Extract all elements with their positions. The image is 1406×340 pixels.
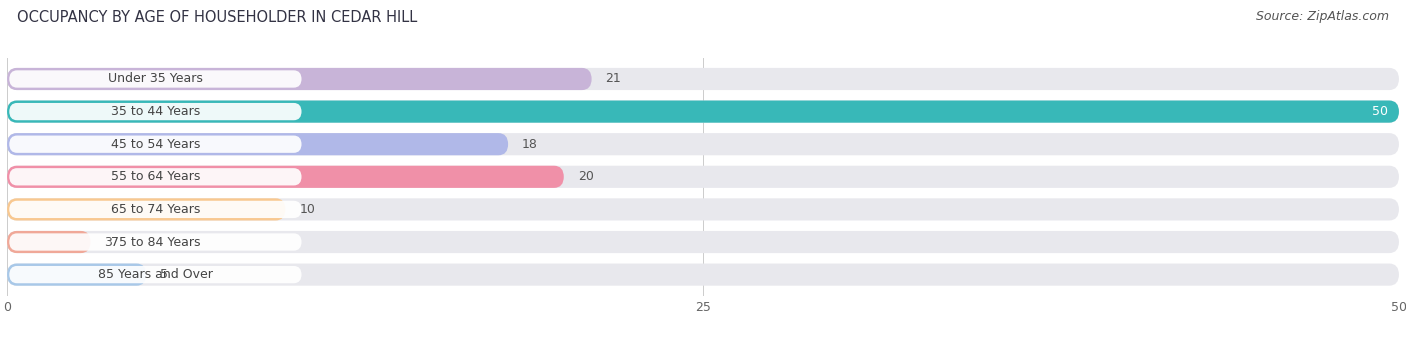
Text: 20: 20 <box>578 170 593 183</box>
FancyBboxPatch shape <box>7 231 1399 253</box>
FancyBboxPatch shape <box>7 133 508 155</box>
FancyBboxPatch shape <box>7 198 285 220</box>
FancyBboxPatch shape <box>7 264 1399 286</box>
FancyBboxPatch shape <box>10 201 301 218</box>
FancyBboxPatch shape <box>7 166 1399 188</box>
Text: 50: 50 <box>1372 105 1388 118</box>
FancyBboxPatch shape <box>7 231 90 253</box>
FancyBboxPatch shape <box>7 198 1399 220</box>
Text: Under 35 Years: Under 35 Years <box>108 72 202 85</box>
FancyBboxPatch shape <box>7 166 564 188</box>
FancyBboxPatch shape <box>10 266 301 283</box>
FancyBboxPatch shape <box>7 68 592 90</box>
FancyBboxPatch shape <box>7 101 1399 123</box>
FancyBboxPatch shape <box>7 101 1399 123</box>
Text: 75 to 84 Years: 75 to 84 Years <box>111 236 200 249</box>
FancyBboxPatch shape <box>10 136 301 153</box>
Text: 21: 21 <box>606 72 621 85</box>
FancyBboxPatch shape <box>10 168 301 185</box>
Text: Source: ZipAtlas.com: Source: ZipAtlas.com <box>1256 10 1389 23</box>
FancyBboxPatch shape <box>7 68 1399 90</box>
Text: 45 to 54 Years: 45 to 54 Years <box>111 138 200 151</box>
Text: 10: 10 <box>299 203 315 216</box>
Text: 5: 5 <box>160 268 169 281</box>
FancyBboxPatch shape <box>10 233 301 251</box>
FancyBboxPatch shape <box>10 103 301 120</box>
Text: 55 to 64 Years: 55 to 64 Years <box>111 170 200 183</box>
FancyBboxPatch shape <box>7 133 1399 155</box>
Text: 85 Years and Over: 85 Years and Over <box>98 268 212 281</box>
Text: 18: 18 <box>522 138 538 151</box>
FancyBboxPatch shape <box>7 264 146 286</box>
Text: OCCUPANCY BY AGE OF HOUSEHOLDER IN CEDAR HILL: OCCUPANCY BY AGE OF HOUSEHOLDER IN CEDAR… <box>17 10 418 25</box>
FancyBboxPatch shape <box>10 70 301 88</box>
Text: 65 to 74 Years: 65 to 74 Years <box>111 203 200 216</box>
Text: 3: 3 <box>104 236 112 249</box>
Text: 35 to 44 Years: 35 to 44 Years <box>111 105 200 118</box>
